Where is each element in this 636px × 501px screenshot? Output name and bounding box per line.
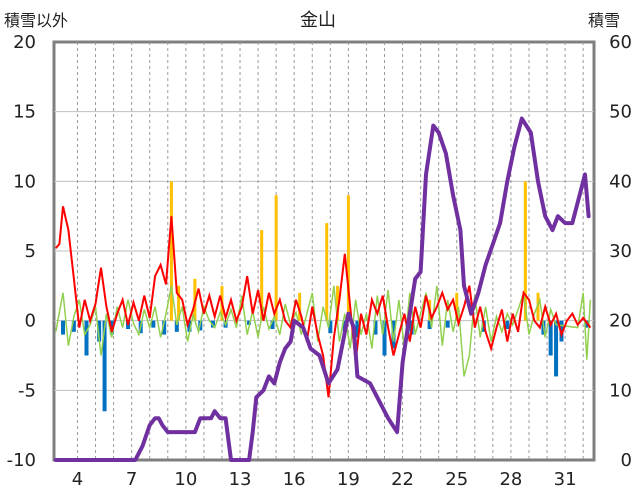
precip-bar-negative xyxy=(71,320,76,332)
gridlines xyxy=(54,42,594,460)
precip-bar-negative xyxy=(270,320,275,330)
precip-bar-negative xyxy=(355,320,360,338)
left-tick-label: -10 xyxy=(7,450,36,471)
precip-bar-negative xyxy=(162,320,167,335)
x-tick-label: 19 xyxy=(337,469,360,490)
left-tick-label: 0 xyxy=(25,311,36,332)
x-tick-label: 13 xyxy=(229,469,252,490)
right-axis-label: 積雪 xyxy=(588,11,620,30)
precip-bar xyxy=(298,292,302,321)
chart-title: 金山 xyxy=(300,10,336,31)
left-tick-label: 10 xyxy=(13,171,36,192)
precip-bar-negative xyxy=(554,320,559,377)
x-tick-label: 16 xyxy=(283,469,306,490)
left-axis-label: 積雪以外 xyxy=(4,11,68,30)
precip-bar-negative xyxy=(151,320,156,328)
series-line-snow-depth xyxy=(53,116,591,462)
right-tick-label: 0 xyxy=(621,450,632,471)
right-tick-label: 50 xyxy=(609,102,632,123)
right-tick-label: 30 xyxy=(609,241,632,262)
precip-bar-negative xyxy=(247,320,252,325)
precip-bar-negative xyxy=(102,320,107,412)
x-tick-label: 31 xyxy=(554,469,577,490)
x-tick-label: 25 xyxy=(445,469,468,490)
precip-bar-negative xyxy=(187,320,192,332)
left-tick-label: -5 xyxy=(18,380,36,401)
precip-bar xyxy=(336,285,340,321)
right-tick-label: 10 xyxy=(609,380,632,401)
precip-bar-negative xyxy=(391,320,396,349)
precip-bar-negative xyxy=(548,320,553,356)
precip-bar xyxy=(325,223,329,321)
precip-bar-negative xyxy=(445,320,450,328)
right-tick-label: 20 xyxy=(609,311,632,332)
precip-bar xyxy=(455,292,459,321)
left-y-axis: -10 -5 0 5 10 15 20 xyxy=(7,32,36,471)
x-tick-label: 10 xyxy=(174,469,197,490)
precip-bar-negative xyxy=(427,320,432,330)
x-tick-label: 7 xyxy=(126,469,137,490)
x-tick-label: 4 xyxy=(72,469,83,490)
precip-bar-negative xyxy=(97,320,102,342)
precip-bar xyxy=(177,285,181,321)
precip-bar-negative xyxy=(505,320,510,330)
x-tick-label: 22 xyxy=(391,469,414,490)
precip-bar xyxy=(536,292,540,321)
precipitation-bars xyxy=(61,181,589,412)
x-tick-label: 28 xyxy=(499,469,522,490)
precip-bar xyxy=(274,195,278,321)
right-tick-label: 60 xyxy=(609,32,632,53)
precip-bar-negative xyxy=(382,320,387,356)
right-tick-label: 40 xyxy=(609,171,632,192)
left-tick-label: 15 xyxy=(13,102,36,123)
precip-bar-negative xyxy=(61,320,66,335)
precip-bar xyxy=(169,181,173,321)
precip-bar-negative xyxy=(174,320,179,332)
right-y-axis: 0 10 20 30 40 50 60 xyxy=(609,32,632,471)
precip-bar-negative xyxy=(84,320,89,356)
x-axis: 4 7 10 13 16 19 22 25 28 31 xyxy=(72,469,577,490)
series-line-temperature xyxy=(55,206,592,398)
series-line-wind xyxy=(55,285,592,377)
precip-bar-negative xyxy=(373,320,378,335)
precip-bar xyxy=(346,195,350,321)
left-tick-label: 20 xyxy=(13,32,36,53)
precip-bar xyxy=(523,181,527,321)
left-tick-label: 5 xyxy=(25,241,36,262)
precip-bar-negative xyxy=(328,320,333,334)
precip-bar xyxy=(260,230,264,321)
